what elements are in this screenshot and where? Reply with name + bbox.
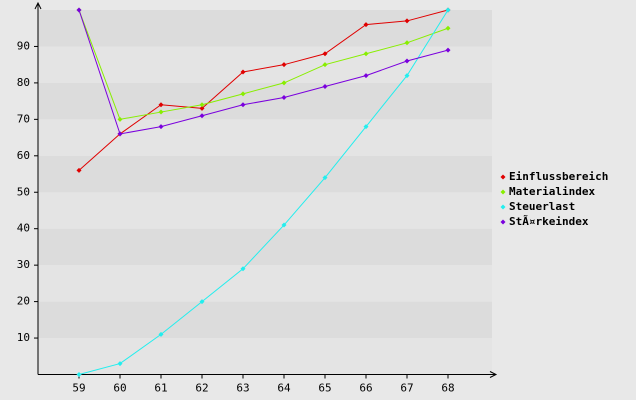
- grid-band: [38, 155, 492, 193]
- data-point: [322, 51, 328, 57]
- legend-label: StÃ¤rkeindex: [509, 215, 589, 228]
- data-point: [240, 91, 246, 97]
- grid-band: [38, 192, 492, 229]
- x-tick-label: 64: [277, 382, 291, 395]
- data-point: [404, 18, 410, 24]
- data-point: [117, 361, 123, 367]
- y-tick-label: 20: [17, 295, 30, 308]
- x-tick-label: 68: [441, 382, 454, 395]
- x-tick-label: 61: [154, 382, 167, 395]
- legend-marker: [500, 189, 506, 195]
- series-line: [78, 9, 449, 120]
- data-point: [404, 73, 410, 79]
- data-point: [281, 222, 287, 228]
- series-line: [78, 9, 449, 171]
- grid-band: [38, 46, 492, 83]
- data-point: [240, 102, 246, 108]
- data-point: [199, 299, 205, 305]
- data-point: [199, 102, 205, 108]
- x-tick-label: 66: [359, 382, 372, 395]
- data-point: [158, 124, 164, 130]
- x-tick-label: 67: [400, 382, 413, 395]
- grid-band: [38, 265, 492, 302]
- data-point: [404, 58, 410, 64]
- y-tick-label: 50: [17, 185, 30, 198]
- data-point: [199, 113, 205, 119]
- grid-band: [38, 10, 492, 47]
- data-point: [240, 69, 246, 75]
- y-tick-label: 10: [17, 331, 30, 344]
- grid-band: [38, 228, 492, 266]
- data-point: [240, 266, 246, 272]
- data-point: [158, 331, 164, 337]
- y-tick-label: 80: [17, 76, 30, 89]
- data-point: [76, 372, 82, 377]
- data-point: [322, 84, 328, 90]
- data-point: [117, 116, 123, 122]
- x-axis-arrow: [489, 371, 498, 378]
- data-point: [363, 22, 369, 28]
- grid-band: [38, 338, 492, 375]
- data-point: [363, 124, 369, 130]
- grid-band: [38, 119, 492, 156]
- y-tick-label: 30: [17, 258, 30, 271]
- x-tick-label: 59: [72, 382, 85, 395]
- data-point: [322, 62, 328, 68]
- y-tick-label: 70: [17, 112, 30, 125]
- x-tick-label: 62: [195, 382, 208, 395]
- data-point: [404, 40, 410, 46]
- x-tick-label: 63: [236, 382, 249, 395]
- data-point: [158, 102, 164, 108]
- legend-marker: [500, 204, 506, 210]
- series-line: [78, 9, 449, 375]
- data-point: [281, 62, 287, 68]
- grid-band: [38, 301, 492, 339]
- x-tick-label: 60: [113, 382, 126, 395]
- data-point: [445, 47, 451, 53]
- data-point: [322, 175, 328, 181]
- data-point: [281, 80, 287, 86]
- data-point: [281, 94, 287, 100]
- data-point: [363, 73, 369, 79]
- legend-marker: [500, 174, 506, 180]
- data-point: [445, 7, 451, 13]
- series-line: [78, 9, 449, 135]
- y-axis-arrow: [34, 1, 42, 10]
- data-point: [76, 7, 82, 13]
- data-point: [117, 131, 123, 137]
- data-point: [158, 109, 164, 115]
- data-point: [363, 51, 369, 57]
- legend-label: Steuerlast: [509, 200, 575, 213]
- x-tick-label: 65: [318, 382, 331, 395]
- legend-label: Materialindex: [509, 185, 595, 198]
- legend-label: Einflussbereich: [509, 170, 608, 183]
- data-point: [445, 25, 451, 31]
- data-point: [199, 105, 205, 111]
- y-tick-label: 90: [17, 39, 30, 52]
- y-tick-label: 40: [17, 222, 30, 235]
- data-point: [76, 167, 82, 173]
- y-tick-label: 60: [17, 149, 30, 162]
- legend-marker: [500, 219, 506, 225]
